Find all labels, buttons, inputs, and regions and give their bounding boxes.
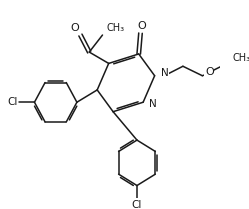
Text: N: N bbox=[161, 68, 169, 78]
Text: CH₃: CH₃ bbox=[232, 53, 249, 63]
Text: O: O bbox=[71, 23, 79, 33]
Text: O: O bbox=[205, 67, 214, 77]
Text: CH₃: CH₃ bbox=[107, 23, 125, 33]
Text: Cl: Cl bbox=[132, 200, 142, 209]
Text: O: O bbox=[137, 20, 146, 31]
Text: N: N bbox=[149, 99, 157, 109]
Text: Cl: Cl bbox=[7, 97, 18, 107]
